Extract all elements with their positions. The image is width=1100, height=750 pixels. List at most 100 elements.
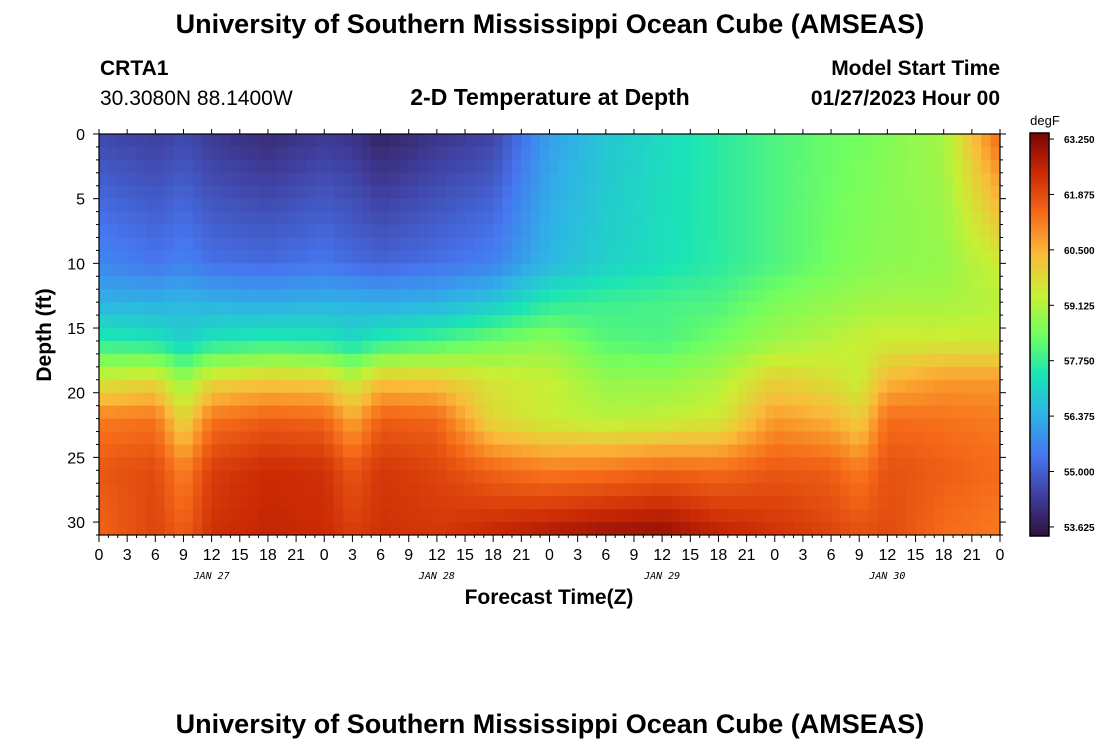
heatmap-cell xyxy=(202,470,213,484)
heatmap-cell xyxy=(408,289,419,303)
heatmap-cell xyxy=(108,134,119,148)
colorbar-tick-label: 60.500 xyxy=(1064,246,1095,257)
heatmap-cell xyxy=(587,328,598,342)
heatmap-cell xyxy=(793,289,804,303)
heatmap-cell xyxy=(361,392,372,407)
heatmap-cell xyxy=(615,211,626,226)
heatmap-cell xyxy=(802,276,813,290)
heatmap-cell xyxy=(699,418,710,433)
heatmap-cell xyxy=(962,483,973,497)
heatmap-cell xyxy=(314,444,325,458)
heatmap-cell xyxy=(671,198,682,213)
heatmap-cell xyxy=(784,496,795,510)
heatmap-cell xyxy=(371,392,382,407)
heatmap-cell xyxy=(849,353,860,368)
heatmap-cell xyxy=(596,328,607,342)
heatmap-cell xyxy=(305,134,316,148)
heatmap-cell xyxy=(831,185,842,200)
heatmap-cell xyxy=(352,328,363,342)
heatmap-cell xyxy=(624,496,635,510)
heatmap-cell xyxy=(896,470,907,484)
heatmap-cell xyxy=(755,328,766,342)
heatmap-cell xyxy=(258,340,269,355)
heatmap-cell xyxy=(971,237,982,252)
heatmap-cell xyxy=(249,353,260,368)
heatmap-cell xyxy=(136,483,147,497)
heatmap-cell xyxy=(943,379,954,394)
heatmap-cell xyxy=(587,418,598,433)
heatmap-cell xyxy=(755,159,766,174)
heatmap-cell xyxy=(690,315,701,329)
x-tick-label: 21 xyxy=(963,547,981,564)
heatmap-cell xyxy=(690,172,701,187)
heatmap-cell xyxy=(605,328,616,342)
heatmap-cell xyxy=(99,237,109,252)
heatmap-cell xyxy=(821,496,832,510)
heatmap-cell xyxy=(239,444,250,458)
heatmap-cell xyxy=(587,353,598,368)
heatmap-cell xyxy=(906,392,917,407)
heatmap-cell xyxy=(971,302,982,316)
heatmap-cell xyxy=(765,198,776,213)
heatmap-cell xyxy=(690,224,701,239)
heatmap-cell xyxy=(605,172,616,187)
heatmap-cell xyxy=(343,444,354,458)
heatmap-cell xyxy=(127,483,138,497)
heatmap-cell xyxy=(99,509,109,523)
heatmap-cell xyxy=(906,224,917,239)
heatmap-cell xyxy=(709,431,720,446)
heatmap-cell xyxy=(183,185,194,200)
heatmap-cell xyxy=(117,185,128,200)
heatmap-cell xyxy=(446,392,457,407)
heatmap-cell xyxy=(906,522,917,535)
heatmap-cell xyxy=(324,379,335,394)
heatmap-cell xyxy=(286,185,297,200)
heatmap-cell xyxy=(896,172,907,187)
heatmap-cell xyxy=(652,237,663,252)
heatmap-cell xyxy=(511,366,522,381)
heatmap-cell xyxy=(399,340,410,355)
heatmap-cell xyxy=(174,496,185,510)
heatmap-cell xyxy=(211,483,222,497)
heatmap-cell xyxy=(943,328,954,342)
heatmap-cell xyxy=(465,185,476,200)
heatmap-cell xyxy=(568,457,579,471)
heatmap-cell xyxy=(249,224,260,239)
heatmap-cell xyxy=(267,198,278,213)
heatmap-cell xyxy=(605,263,616,277)
heatmap-cell xyxy=(868,315,879,329)
heatmap-cell xyxy=(924,470,935,484)
heatmap-cell xyxy=(643,237,654,252)
heatmap-cell xyxy=(183,224,194,239)
heatmap-cell xyxy=(802,198,813,213)
heatmap-cell xyxy=(680,134,691,148)
heatmap-cell xyxy=(896,444,907,458)
heatmap-cell xyxy=(389,483,400,497)
heatmap-cell xyxy=(521,198,532,213)
heatmap-cell xyxy=(455,522,466,535)
heatmap-cell xyxy=(953,470,964,484)
heatmap-cell xyxy=(709,340,720,355)
heatmap-cell xyxy=(802,224,813,239)
heatmap-cell xyxy=(943,302,954,316)
heatmap-cell xyxy=(258,237,269,252)
heatmap-cell xyxy=(671,134,682,148)
heatmap-cell xyxy=(924,405,935,420)
heatmap-cell xyxy=(352,263,363,277)
heatmap-cell xyxy=(568,483,579,497)
heatmap-cell xyxy=(587,289,598,303)
heatmap-cell xyxy=(258,431,269,446)
heatmap-cell xyxy=(605,379,616,394)
heatmap-cell xyxy=(136,431,147,446)
heatmap-cell xyxy=(746,224,757,239)
heatmap-cell xyxy=(305,340,316,355)
heatmap-cell xyxy=(493,172,504,187)
heatmap-cell xyxy=(981,146,992,161)
heatmap-cell xyxy=(361,289,372,303)
heatmap-cell xyxy=(202,418,213,433)
heatmap-cell xyxy=(662,289,673,303)
heatmap-cell xyxy=(662,405,673,420)
heatmap-cell xyxy=(352,211,363,226)
heatmap-cell xyxy=(680,146,691,161)
heatmap-cell xyxy=(802,302,813,316)
